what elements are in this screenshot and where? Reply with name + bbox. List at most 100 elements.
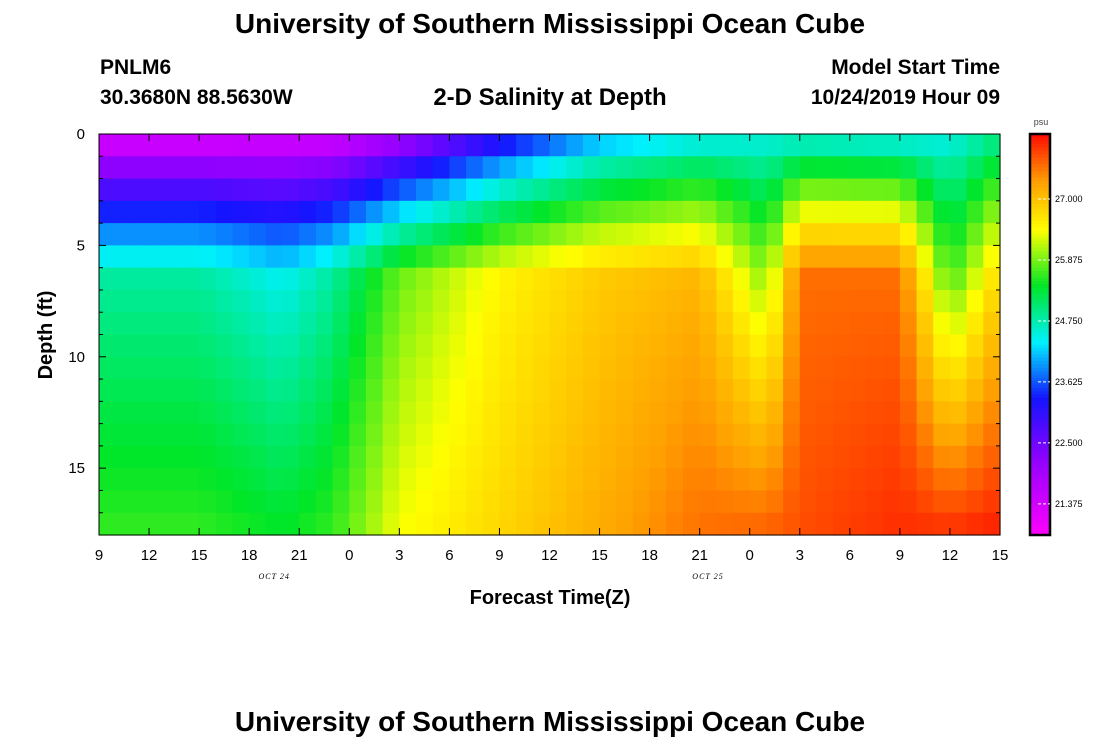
colorbar-segment — [1030, 431, 1050, 436]
heatmap-cell — [466, 156, 484, 180]
heatmap-cell — [149, 423, 167, 447]
heatmap-cell — [549, 468, 567, 492]
heatmap-cell — [799, 423, 818, 447]
heatmap-cell — [899, 312, 918, 336]
heatmap-cell — [149, 178, 167, 202]
heatmap-cell — [716, 267, 734, 291]
heatmap-cell — [282, 490, 300, 514]
heatmap-cell — [282, 356, 300, 380]
heatmap-cell — [816, 445, 834, 469]
heatmap-cell — [299, 134, 317, 157]
heatmap-cell — [883, 379, 901, 402]
heatmap-cell — [265, 512, 284, 536]
heatmap-cell — [866, 267, 884, 291]
heatmap-cell — [966, 468, 984, 492]
heatmap-cell — [699, 134, 717, 157]
colorbar-tick-label: 25.875 — [1055, 255, 1083, 265]
heatmap-cell — [666, 334, 684, 358]
heatmap-cell — [115, 379, 133, 402]
heatmap-cell — [949, 356, 968, 380]
colorbar-segment — [1030, 454, 1050, 459]
heatmap-cell — [983, 468, 1001, 492]
heatmap-cell — [682, 200, 701, 224]
heatmap-cell — [232, 423, 250, 447]
heatmap-cell — [632, 423, 651, 447]
x-tick-label: 12 — [942, 547, 959, 564]
heatmap-cell — [599, 423, 617, 447]
heatmap-cell — [315, 223, 334, 246]
heatmap-cell — [566, 445, 584, 469]
colorbar-segment — [1030, 267, 1050, 272]
heatmap-cell — [966, 490, 984, 514]
heatmap-cell — [232, 490, 250, 514]
heatmap-cell — [816, 401, 834, 425]
heatmap-cell — [983, 334, 1001, 358]
heatmap-cell — [783, 267, 801, 291]
heatmap-cell — [899, 423, 918, 447]
heatmap-cell — [949, 512, 968, 536]
heatmap-cell — [699, 289, 717, 313]
heatmap-cell — [265, 423, 284, 447]
colorbar-segment — [1030, 371, 1050, 376]
heatmap-cell — [949, 178, 968, 202]
heatmap-cell — [499, 490, 517, 514]
heatmap-cell — [382, 356, 400, 380]
heatmap-cell — [682, 245, 701, 269]
heatmap-cell — [966, 379, 984, 402]
heatmap-cell — [332, 468, 350, 492]
heatmap-cell — [916, 134, 934, 157]
heatmap-cell — [532, 156, 551, 180]
heatmap-cell — [299, 401, 317, 425]
heatmap-cell — [199, 289, 217, 313]
heatmap-cell — [733, 267, 751, 291]
heatmap-cell — [532, 245, 551, 269]
heatmap-cell — [416, 245, 434, 269]
heatmap-cell — [482, 512, 501, 536]
heatmap-cell — [199, 312, 217, 336]
heatmap-cell — [466, 401, 484, 425]
heatmap-cell — [649, 334, 667, 358]
heatmap-cell — [916, 512, 934, 536]
heatmap-cell — [315, 156, 334, 180]
heatmap-cell — [416, 289, 434, 313]
heatmap-cell — [99, 423, 117, 447]
heatmap-cell — [966, 312, 984, 336]
heatmap-cell — [749, 468, 768, 492]
heatmap-cell — [482, 401, 501, 425]
heatmap-cell — [566, 401, 584, 425]
heatmap-cell — [699, 401, 717, 425]
heatmap-cell — [332, 200, 350, 224]
heatmap-cell — [699, 156, 717, 180]
heatmap-cell — [432, 312, 450, 336]
heatmap-cell — [249, 512, 267, 536]
heatmap-cell — [365, 490, 384, 514]
heatmap-cell — [482, 289, 501, 313]
heatmap-cell — [115, 312, 133, 336]
heatmap-cell — [249, 490, 267, 514]
heatmap-cell — [899, 223, 918, 246]
heatmap-cell — [916, 223, 934, 246]
colorbar-segment — [1030, 331, 1050, 336]
heatmap-cell — [182, 178, 200, 202]
heatmap-cell — [516, 312, 534, 336]
heatmap-cell — [733, 178, 751, 202]
colorbar-segment — [1030, 498, 1050, 503]
heatmap-cell — [115, 445, 133, 469]
heatmap-cell — [833, 334, 851, 358]
heatmap-cell — [566, 200, 584, 224]
heatmap-cell — [749, 289, 768, 313]
heatmap-cell — [966, 423, 984, 447]
heatmap-cell — [916, 379, 934, 402]
heatmap-cell — [516, 334, 534, 358]
heatmap-cell — [516, 445, 534, 469]
heatmap-cell — [332, 223, 350, 246]
heatmap-cell — [215, 401, 234, 425]
colorbar-segment — [1030, 291, 1050, 295]
heatmap-cell — [682, 490, 701, 514]
heatmap-cell — [132, 267, 150, 291]
heatmap-cell — [482, 423, 501, 447]
heatmap-cell — [682, 334, 701, 358]
heatmap-cell — [866, 490, 884, 514]
heatmap-cell — [182, 401, 200, 425]
heatmap-cell — [349, 379, 367, 402]
